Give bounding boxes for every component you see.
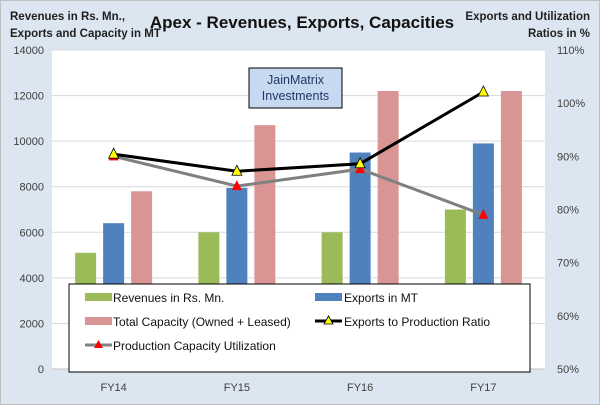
right-axis-title-line1: Exports and Utilization — [465, 11, 590, 23]
left-axis-title-line2: Exports and Capacity in MT — [10, 28, 161, 40]
marker-production-capacity-utilization-FY17 — [478, 208, 489, 219]
y-left-tick-label: 14000 — [13, 45, 44, 57]
y-left-tick-label: 10000 — [13, 136, 44, 148]
legend-label-utilization: Production Capacity Utilization — [113, 339, 276, 353]
right-axis-title-line2: Ratios in % — [528, 28, 590, 40]
legend-swatch-exports — [315, 293, 342, 301]
x-tick-label: FY16 — [347, 382, 373, 394]
legend-swatch-revenues — [85, 293, 112, 301]
chart-title: Apex - Revenues, Exports, Capacities — [150, 13, 454, 32]
left-axis-title-line1: Revenues in Rs. Mn., — [10, 11, 125, 23]
y-right-tick-label: 80% — [557, 205, 579, 217]
x-tick-label: FY17 — [470, 382, 496, 394]
y-left-tick-label: 0 — [38, 364, 44, 376]
marker-production-capacity-utilization-FY15 — [231, 180, 242, 191]
y-left-tick-label: 6000 — [20, 227, 44, 239]
legend-swatch-capacity — [85, 317, 112, 325]
marker-exports-to-production-ratio-FY14 — [107, 147, 120, 159]
y-left-tick-label: 2000 — [20, 318, 44, 330]
y-left-tick-label: 12000 — [13, 91, 44, 103]
marker-exports-to-production-ratio-FY16 — [354, 156, 366, 169]
x-tick-label: FY15 — [224, 382, 250, 394]
legend-label-revenues: Revenues in Rs. Mn. — [113, 291, 224, 305]
legend: Revenues in Rs. Mn. Exports in MT Total … — [68, 283, 531, 373]
y-right-tick-label: 90% — [557, 151, 579, 163]
y-left-tick-label: 8000 — [20, 182, 44, 194]
y-left-tick-label: 4000 — [20, 273, 44, 285]
watermark-line1: JainMatrix — [267, 73, 325, 87]
y-right-tick-label: 50% — [557, 364, 579, 376]
y-right-tick-label: 110% — [557, 45, 585, 57]
legend-label-capacity: Total Capacity (Owned + Leased) — [113, 315, 291, 329]
legend-marker-export-ratio — [323, 315, 334, 325]
watermark-line2: Investments — [262, 89, 329, 103]
marker-exports-to-production-ratio-FY17 — [477, 85, 490, 97]
legend-label-export-ratio: Exports to Production Ratio — [344, 315, 490, 329]
line-exports-to-production-ratio — [113, 90, 485, 173]
watermark-box: JainMatrix Investments — [248, 67, 343, 109]
marker-exports-to-production-ratio-FY15 — [231, 164, 243, 176]
y-right-tick-label: 60% — [557, 311, 579, 323]
y-right-tick-label: 70% — [557, 258, 579, 270]
legend-label-exports: Exports in MT — [344, 291, 419, 305]
line-production-capacity-utilization — [113, 154, 484, 217]
y-right-tick-label: 100% — [557, 98, 585, 110]
x-tick-label: FY14 — [100, 382, 126, 394]
legend-marker-utilization — [94, 340, 103, 348]
